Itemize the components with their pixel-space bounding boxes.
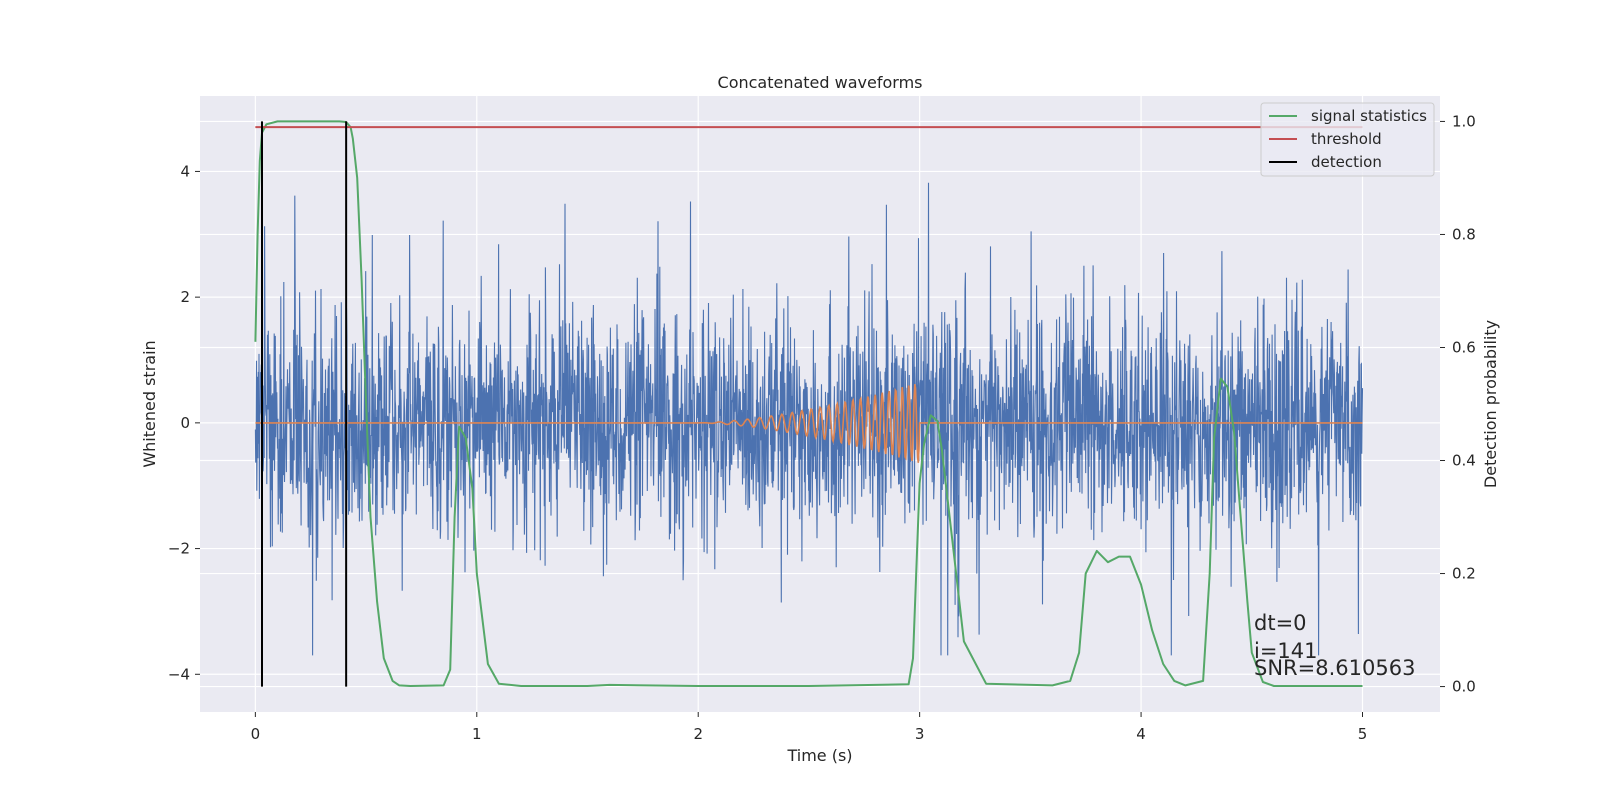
x-tick-label: 4 xyxy=(1136,725,1146,743)
y-tick-label: −4 xyxy=(168,665,190,683)
annotation-index: i=141 xyxy=(1254,639,1318,663)
y-tick-label: −2 xyxy=(168,540,190,558)
series-layer xyxy=(254,120,1364,687)
y-right-tick-label: 0.6 xyxy=(1452,338,1476,356)
y-tick-label: 0 xyxy=(180,414,190,432)
injected-waveform-line xyxy=(255,384,1363,463)
legend: signal statistics threshold detection xyxy=(1260,102,1435,177)
legend-label-signal-statistics: signal statistics xyxy=(1311,107,1427,125)
annotation-dt: dt=0 xyxy=(1254,611,1307,635)
y-tick-label: 2 xyxy=(180,288,190,306)
legend-label-detection: detection xyxy=(1311,153,1382,171)
legend-label-threshold: threshold xyxy=(1311,130,1382,148)
signal-statistics-line xyxy=(254,120,1363,687)
y-right-tick-label: 0.2 xyxy=(1452,565,1476,583)
x-tick-label: 0 xyxy=(251,725,261,743)
x-tick-label: 1 xyxy=(472,725,482,743)
y-right-tick-label: 0.0 xyxy=(1452,678,1476,696)
y-tick-label: 4 xyxy=(180,162,190,180)
ticks: 0 1 2 3 4 5 −4 −2 0 2 4 0.0 0.2 0.4 0.6 0.8 1.0 xyxy=(168,112,1476,743)
x-tick-label: 5 xyxy=(1358,725,1368,743)
y-axis-label: Whitened strain xyxy=(140,340,159,467)
annotation-snr: SNR=8.610563 xyxy=(1254,656,1415,680)
y-right-tick-label: 0.8 xyxy=(1452,225,1476,243)
y-right-tick-label: 0.4 xyxy=(1452,452,1476,470)
x-axis-label: Time (s) xyxy=(786,746,852,765)
x-tick-label: 2 xyxy=(693,725,703,743)
x-tick-label: 3 xyxy=(915,725,925,743)
chart-title: Concatenated waveforms xyxy=(718,73,923,92)
legend-box xyxy=(1260,102,1435,177)
y-right-tick-label: 1.0 xyxy=(1452,112,1476,130)
strain-series-line xyxy=(254,182,1364,656)
y-axis-label-right: Detection probability xyxy=(1481,320,1500,488)
